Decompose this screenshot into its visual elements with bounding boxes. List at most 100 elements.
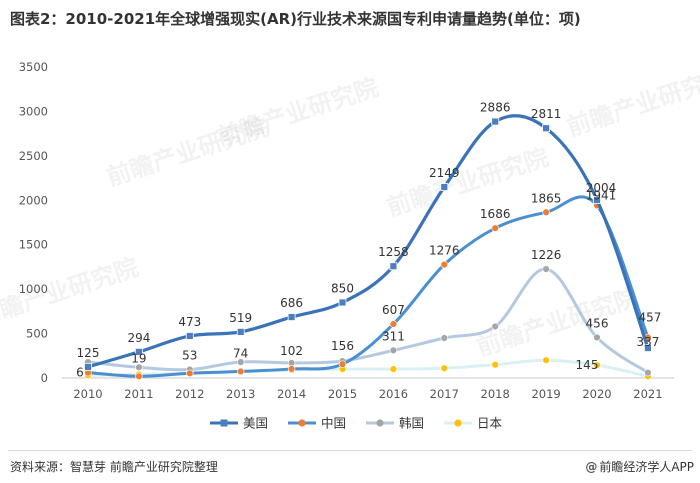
brand-name: 前瞻经济学人APP xyxy=(599,460,694,474)
data-label-us: 2004 xyxy=(586,181,617,195)
legend-marker-jp xyxy=(454,419,462,427)
y-tick-label: 500 xyxy=(26,327,48,341)
y-tick-label: 1000 xyxy=(19,282,48,296)
chart-legend: 美国 中国 韩国 日本 xyxy=(210,416,503,431)
watermark-text: 前瞻产业研究院 xyxy=(563,63,700,142)
point-kr xyxy=(440,334,448,342)
data-label-us: 337 xyxy=(636,335,659,349)
data-label-cn: 74 xyxy=(233,346,248,360)
data-label-cn: 6 xyxy=(76,366,84,380)
data-label-us: 125 xyxy=(77,346,100,360)
legend-marker-cn xyxy=(298,419,306,427)
data-label-cn: 1865 xyxy=(531,191,562,205)
legend-label-kr: 韩国 xyxy=(399,416,424,431)
data-label-us: 2811 xyxy=(531,107,562,121)
point-jp xyxy=(593,361,601,369)
point-kr xyxy=(644,368,652,377)
point-cn xyxy=(186,369,194,377)
legend-label-cn: 中国 xyxy=(321,416,346,431)
data-label-cn: 607 xyxy=(382,303,405,317)
point-kr xyxy=(542,265,550,273)
x-tick-label: 2019 xyxy=(531,387,560,401)
y-tick-label: 2500 xyxy=(19,149,48,163)
data-label-cn: 156 xyxy=(331,339,354,353)
point-kr xyxy=(237,358,245,366)
data-label-us: 850 xyxy=(331,281,354,295)
chart-series xyxy=(84,114,652,381)
data-label-cn: 1276 xyxy=(429,244,460,258)
footer-divider xyxy=(8,450,692,451)
point-us xyxy=(644,344,652,352)
point-us xyxy=(542,124,550,133)
point-us xyxy=(440,183,449,191)
point-cn xyxy=(135,372,143,381)
point-cn xyxy=(542,208,550,216)
data-label-kr: 1226 xyxy=(531,248,562,262)
point-us xyxy=(185,332,194,340)
x-tick-label: 2020 xyxy=(582,387,611,401)
point-jp xyxy=(389,365,398,373)
point-jp xyxy=(491,360,499,369)
x-tick-label: 2014 xyxy=(277,387,306,401)
watermark-text: 前瞻产业研究院 xyxy=(213,73,381,152)
y-tick-label: 3000 xyxy=(19,104,48,118)
y-tick-label: 3500 xyxy=(19,60,48,74)
point-cn xyxy=(237,367,245,376)
data-label-us: 2149 xyxy=(429,166,460,180)
data-label-jp: 145 xyxy=(576,358,599,372)
point-us xyxy=(84,362,92,371)
point-us xyxy=(236,327,245,336)
point-kr xyxy=(491,322,499,331)
point-us xyxy=(593,196,601,204)
point-us xyxy=(389,262,398,271)
data-label-cn: 102 xyxy=(280,344,303,358)
point-us xyxy=(491,117,500,126)
point-cn xyxy=(440,260,448,269)
legend-label-us: 美国 xyxy=(243,416,268,431)
data-label-cn: 19 xyxy=(131,351,146,365)
y-tick-label: 1500 xyxy=(19,238,48,252)
y-tick-label: 2000 xyxy=(19,193,48,207)
point-cn xyxy=(287,365,296,373)
chart-title: 图表2：2010-2021年全球增强现实(AR)行业技术来源国专利申请量趋势(单… xyxy=(10,10,581,28)
legend-label-jp: 日本 xyxy=(477,416,503,431)
point-jp xyxy=(542,356,550,364)
point-us xyxy=(287,313,296,321)
legend-marker-kr xyxy=(376,419,384,427)
x-tick-label: 2018 xyxy=(481,387,510,401)
point-cn xyxy=(491,224,499,232)
data-label-cn: 53 xyxy=(182,348,197,362)
source-note: 资料来源：智慧芽 前瞻产业研究院整理 xyxy=(10,460,218,474)
x-tick-label: 2011 xyxy=(124,387,153,401)
point-us xyxy=(134,347,143,356)
legend-marker-us xyxy=(220,419,228,427)
x-tick-label: 2010 xyxy=(73,387,102,401)
brand-logo-icon: @ xyxy=(585,460,598,474)
data-label-us: 294 xyxy=(127,331,150,345)
point-cn xyxy=(389,320,398,328)
x-tick-label: 2017 xyxy=(430,387,459,401)
x-tick-label: 2013 xyxy=(226,387,255,401)
data-label-cn: 1686 xyxy=(480,207,511,221)
point-kr xyxy=(389,346,398,355)
point-kr xyxy=(135,363,143,372)
x-tick-label: 2021 xyxy=(633,387,662,401)
brand-attribution: @ 前瞻经济学人APP xyxy=(585,458,694,475)
point-kr xyxy=(593,333,601,342)
data-label-us: 2886 xyxy=(480,101,511,115)
data-label-us: 473 xyxy=(178,315,201,329)
data-label-us: 686 xyxy=(280,296,303,310)
data-label-kr: 456 xyxy=(586,316,609,330)
footer: 资料来源：智慧芽 前瞻产业研究院整理 @ 前瞻经济学人APP xyxy=(0,450,700,480)
data-label-cn: 1941 xyxy=(586,189,617,203)
chart-data-labels: 125 294 473 519 686 850 1258 2149 2886 2811 2004 33… xyxy=(76,101,661,380)
point-us xyxy=(338,298,347,307)
data-label-us: 1258 xyxy=(378,245,409,259)
data-label-us: 519 xyxy=(229,311,252,325)
point-jp xyxy=(440,364,448,372)
data-label-cn: 457 xyxy=(638,310,661,324)
x-tick-label: 2016 xyxy=(379,387,408,401)
chart-axes: 0 500 1000 1500 2000 2500 3000 3500 2010 2011 2012… xyxy=(19,60,674,401)
y-tick-label: 0 xyxy=(41,371,48,385)
